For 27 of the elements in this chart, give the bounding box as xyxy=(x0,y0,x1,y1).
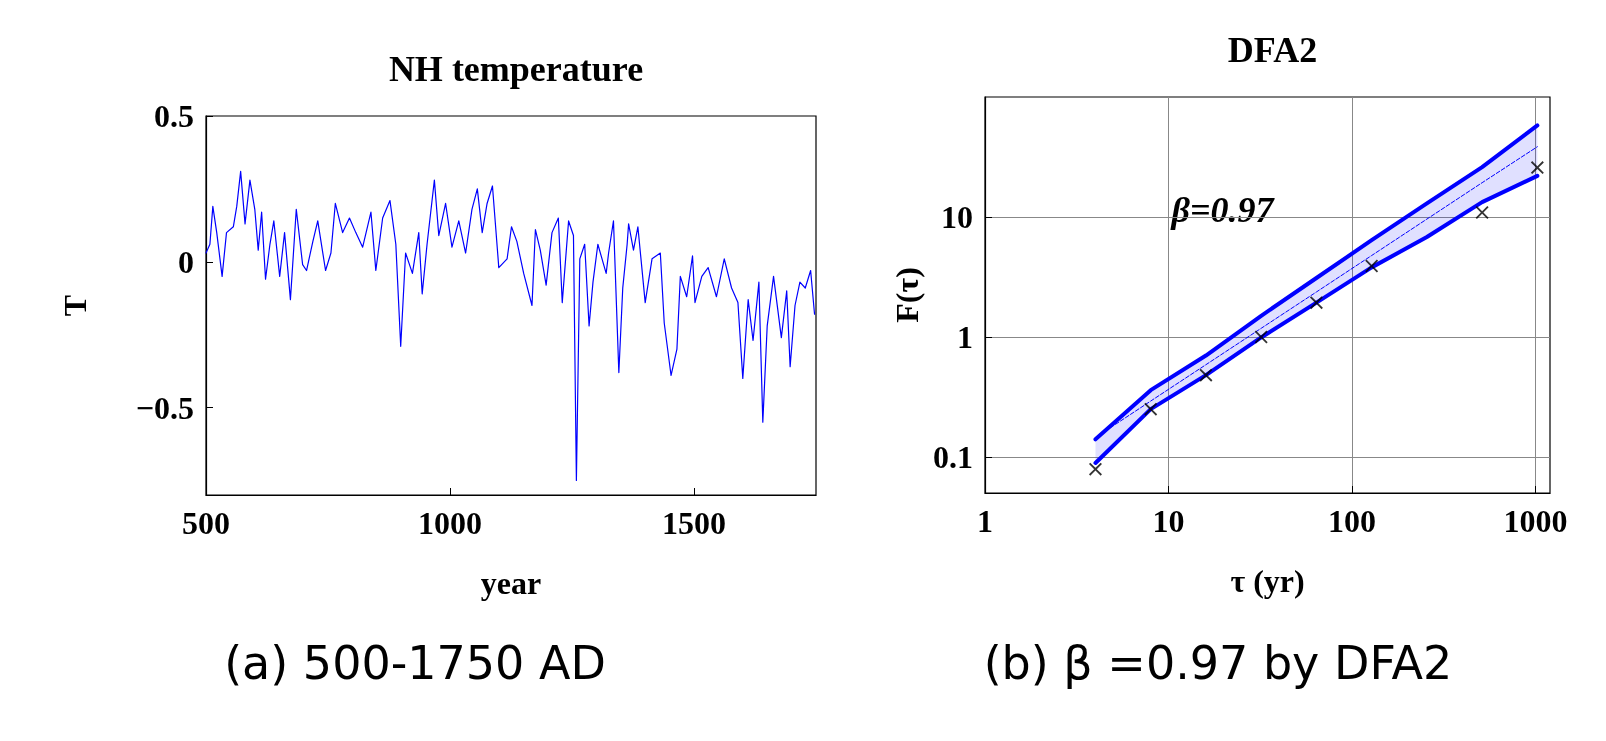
y-tick-label: 0.5 xyxy=(154,98,194,134)
y-tick-label: −0.5 xyxy=(135,389,194,426)
x-tick-label: 1500 xyxy=(662,505,726,541)
point xyxy=(1309,296,1323,310)
y-tick-label: 0.1 xyxy=(933,438,973,475)
y-tick-label: 0 xyxy=(178,243,194,280)
x-axis-title: year xyxy=(480,565,542,601)
y-tick-label: 10 xyxy=(941,198,973,235)
line-series xyxy=(205,170,816,482)
chart-title: DFA2 xyxy=(1227,30,1318,70)
x-tick-label: 500 xyxy=(182,505,230,541)
annotation: β=0.97 xyxy=(1169,190,1276,231)
x-tick-label: 10 xyxy=(1152,503,1185,539)
x-tick-label: 1000 xyxy=(418,505,482,541)
point xyxy=(1530,161,1544,175)
point xyxy=(1254,330,1268,344)
point xyxy=(1144,402,1158,416)
x-tick-label: 1000 xyxy=(1503,503,1568,539)
x-axis-title: τ (yr) xyxy=(1230,563,1305,599)
x-tick-label: 100 xyxy=(1327,503,1376,539)
y-axis-title: F(τ) xyxy=(889,267,925,323)
y-axis-title: T xyxy=(57,294,93,317)
text: (b) β =0.97 by DFA2 xyxy=(983,636,1453,690)
y-tick-label: 1 xyxy=(957,318,973,355)
text: (a) 500-1750 AD xyxy=(224,636,606,690)
chart-title: NH temperature xyxy=(388,49,644,89)
point xyxy=(1199,368,1213,382)
